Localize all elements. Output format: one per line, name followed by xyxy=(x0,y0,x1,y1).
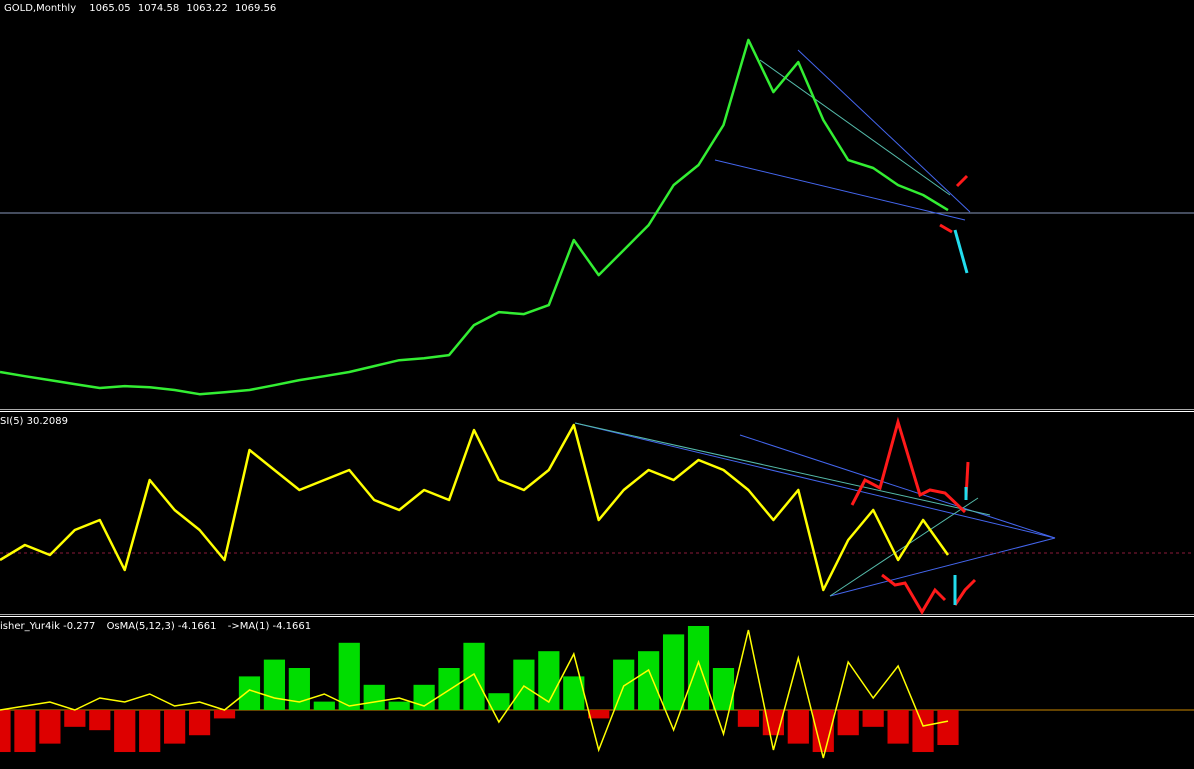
histogram-bar xyxy=(812,710,834,753)
histogram-bar xyxy=(313,701,335,711)
histogram-bar xyxy=(463,642,485,711)
histogram-bar xyxy=(438,668,460,711)
histogram-bar xyxy=(613,659,635,711)
histogram-bar xyxy=(937,710,959,746)
histogram-bar xyxy=(89,710,111,731)
histogram-bar xyxy=(64,710,86,727)
histogram-bar xyxy=(712,668,735,711)
histogram-bar xyxy=(488,693,510,711)
histogram-bar xyxy=(164,710,186,744)
histogram-bar xyxy=(513,659,535,711)
trend-lines xyxy=(574,49,1056,597)
histogram-bar xyxy=(563,676,585,711)
histogram-bar xyxy=(638,651,660,711)
histogram-bar xyxy=(687,625,710,711)
histogram-bar xyxy=(213,710,236,719)
quote: 1063.22 xyxy=(186,3,227,14)
histogram-bar xyxy=(338,642,360,711)
histogram-bar xyxy=(837,710,859,736)
annotation-arrows xyxy=(953,229,969,605)
histogram-bar xyxy=(737,710,760,727)
quote: 1065.05 xyxy=(89,3,130,14)
indicator-value: -4.1661 xyxy=(178,621,217,632)
price-header: GOLD,Monthly 1065.05 1074.58 1063.22 106… xyxy=(4,3,276,14)
quote: 1069.56 xyxy=(235,3,276,14)
histogram-bar xyxy=(39,710,61,744)
quote: 1074.58 xyxy=(138,3,179,14)
histogram-bar xyxy=(912,710,934,753)
indicator-value: 30.2089 xyxy=(27,416,68,427)
histogram-bar xyxy=(0,710,11,753)
histogram-bar xyxy=(787,710,809,744)
osc-header: isher_Yur4ik -0.277 OsMA(5,12,3) -4.1661… xyxy=(0,621,311,632)
histogram-bar xyxy=(862,710,884,727)
series-line xyxy=(0,423,950,592)
histogram-bar xyxy=(188,710,211,736)
histogram-bar xyxy=(887,710,909,744)
annotation-arrows xyxy=(850,174,977,615)
symbol: GOLD,Monthly xyxy=(4,3,76,14)
series-line xyxy=(0,629,949,759)
indicator-name: OsMA(5,12,3) xyxy=(107,621,175,632)
indicator-name: SI(5) xyxy=(0,416,24,427)
histogram-bar xyxy=(363,684,385,711)
indicator-name: isher_Yur4ik xyxy=(0,621,60,632)
histogram-bar xyxy=(588,710,610,719)
histogram-bar xyxy=(388,701,410,711)
histogram-bar xyxy=(139,710,161,753)
histogram-bar xyxy=(662,634,685,711)
indicator-value: -4.1661 xyxy=(273,621,312,632)
histogram-bar xyxy=(14,710,36,753)
indicator-value: -0.277 xyxy=(63,621,95,632)
histogram-bar xyxy=(238,676,261,711)
histogram-bar xyxy=(114,710,136,753)
histogram-bar xyxy=(263,659,286,711)
series-line xyxy=(0,38,949,396)
histogram-bar xyxy=(538,651,560,711)
rsi-header: SI(5) 30.2089 xyxy=(0,416,68,427)
indicator-name: ->MA(1) xyxy=(228,621,270,632)
histogram-bar xyxy=(288,668,310,711)
